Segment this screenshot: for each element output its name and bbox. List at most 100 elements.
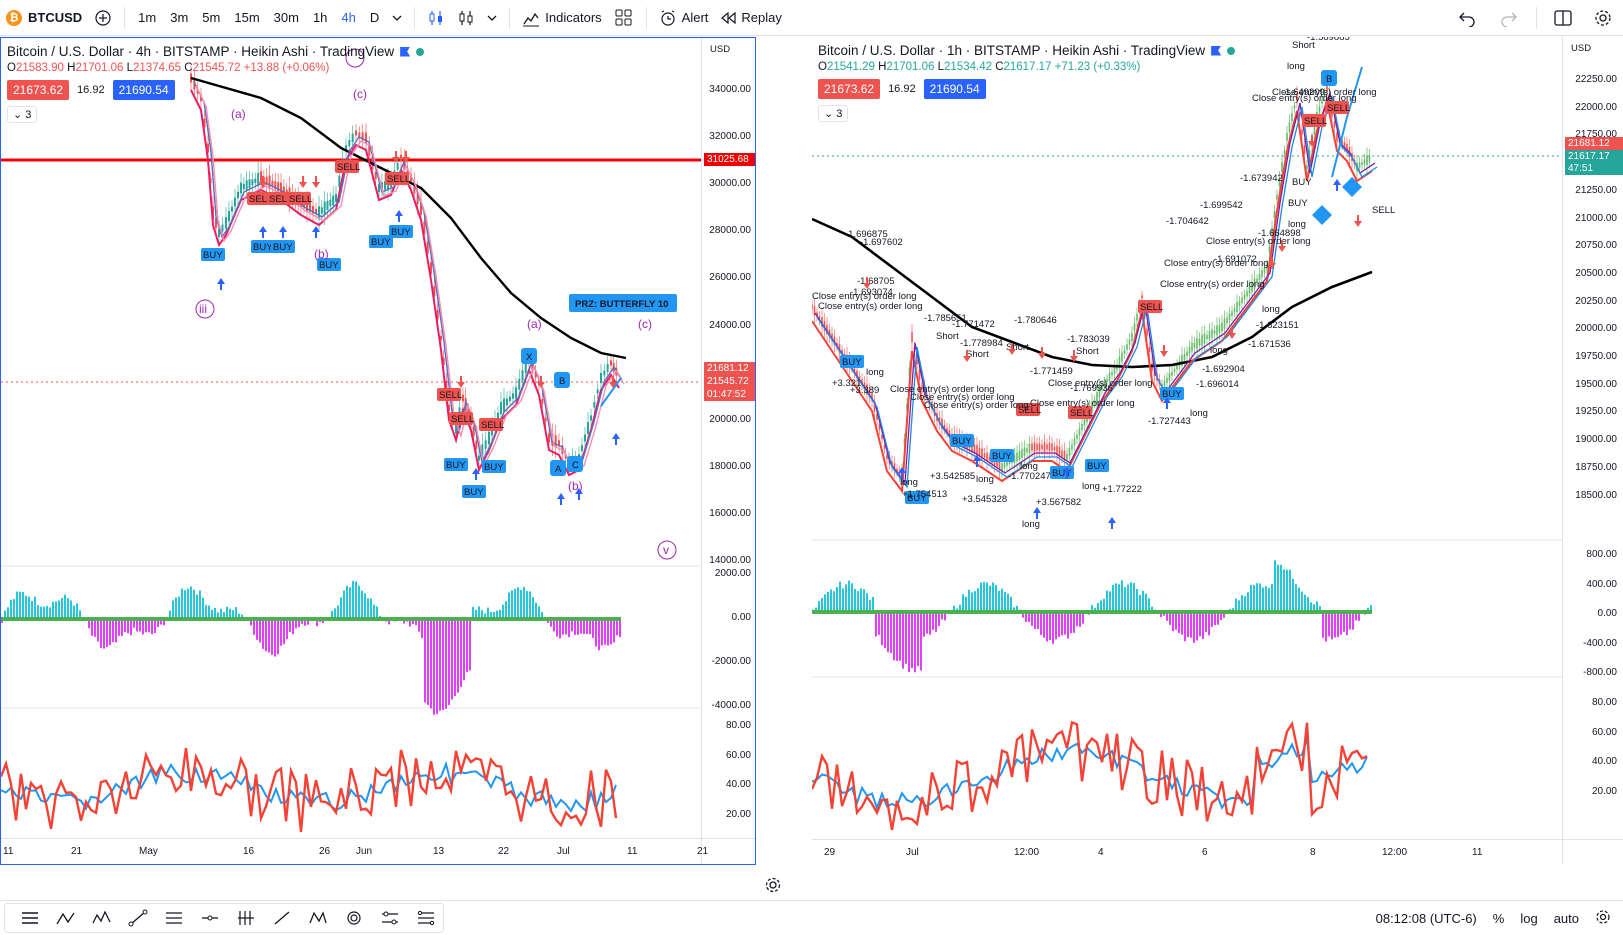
up-arrow-icon (395, 210, 403, 222)
timeframe-1m[interactable]: 1m (138, 10, 157, 25)
oscillator-bar (22, 592, 24, 619)
timeframe-15m[interactable]: 15m (234, 10, 260, 25)
alert-button[interactable]: Alert (653, 0, 715, 36)
log-toggle[interactable]: log (1520, 910, 1538, 926)
timeframe-3m[interactable]: 3m (170, 10, 189, 25)
buy-signal (271, 240, 295, 253)
price-axis-label: 19500.00 (1575, 378, 1617, 390)
price-axis-1h[interactable]: USD 22250.0022000.0021750.0021500.002125… (1562, 37, 1623, 865)
flag-icon[interactable] (400, 46, 411, 57)
buy-button[interactable]: 21690.54 (923, 79, 986, 99)
candle-body (1293, 105, 1296, 109)
settings-button[interactable] (1583, 0, 1623, 36)
chart-pane-1h[interactable]: BUY BUY BUY BUY BUY BUY BUY SELL SELL SELL SELL SEL… (812, 37, 1623, 865)
trade-annotation: -1.671536 (1248, 339, 1291, 350)
tool-abc-pattern[interactable] (49, 905, 83, 931)
price-axis-label: 400.00 (1586, 578, 1617, 590)
oscillator-bar (1160, 612, 1162, 617)
candle-body (348, 139, 351, 147)
redo-button[interactable] (1488, 0, 1530, 36)
tool-menu-button[interactable] (13, 905, 47, 931)
currency-label[interactable]: USD (1571, 43, 1592, 54)
flag-icon[interactable] (1211, 45, 1222, 56)
compare-symbol-button[interactable] (88, 0, 118, 36)
bar-style-alt-button[interactable] (451, 0, 481, 36)
auto-toggle[interactable]: auto (1553, 910, 1579, 926)
timeframe-5m[interactable]: 5m (202, 10, 221, 25)
templates-button[interactable] (608, 0, 640, 36)
price-axis-label: 60.00 (1591, 726, 1617, 738)
tool-fib-channel[interactable] (157, 905, 191, 931)
bar-style-dropdown[interactable] (481, 0, 503, 36)
undo-button[interactable] (1446, 0, 1488, 36)
tool-projection[interactable] (373, 905, 407, 931)
clock-timezone[interactable]: 08:12:08 (UTC-6) (1375, 910, 1477, 926)
buy-button[interactable]: 21690.54 (112, 80, 175, 100)
oscillator-bar (1016, 605, 1018, 612)
hline-price-tag: 31025.68 (704, 153, 755, 166)
candle-body (1121, 352, 1123, 362)
timeframe-30m[interactable]: 30m (273, 10, 299, 25)
sell-signal (1016, 403, 1040, 416)
oscillator-bar (1319, 606, 1321, 612)
oscillator-bar (358, 585, 360, 619)
indicators-button[interactable]: Indicators (516, 0, 607, 36)
signal-label: SELL (1018, 405, 1041, 416)
replay-button[interactable]: Replay (714, 0, 787, 36)
oscillator-bar (1025, 612, 1027, 622)
price-axis-label: 26000.00 (709, 272, 751, 284)
oscillator-bar (103, 619, 105, 649)
percent-toggle[interactable]: % (1492, 910, 1505, 926)
tool-channel[interactable] (409, 905, 443, 931)
bar-style-button[interactable] (421, 0, 451, 36)
time-axis-4h[interactable]: 11 21 May 16 26 Jun 13 22 Jul 11 21 (1, 838, 755, 864)
candle-body (1031, 443, 1033, 451)
tool-line[interactable] (265, 905, 299, 931)
indicators-collapse-button[interactable]: ⌄ 3 (7, 106, 38, 123)
chart-title-row: Bitcoin / U.S. Dollar · 1h · BITSTAMP · … (818, 43, 1236, 58)
candle-body (265, 176, 268, 186)
tool-pattern[interactable] (301, 905, 335, 931)
price-axis-label: 40.00 (725, 779, 751, 790)
chart-settings-button[interactable] (764, 876, 782, 899)
tool-cycles[interactable] (337, 905, 371, 931)
oscillator-bar (91, 619, 93, 636)
oscillator-bar (490, 611, 492, 619)
oscillator-bar (1208, 612, 1210, 636)
oscillator-bar (1070, 612, 1072, 634)
sell-button[interactable]: 21673.62 (818, 79, 881, 99)
oscillator-bar (1202, 612, 1204, 640)
signal-label: BUY (1087, 461, 1107, 472)
layout-button[interactable] (1543, 0, 1583, 36)
oscillator-bar (169, 610, 171, 619)
channel-icon (417, 910, 435, 926)
oscillator-bar (842, 588, 844, 612)
currency-label[interactable]: USD (710, 44, 731, 55)
timeframe-D[interactable]: D (369, 10, 380, 25)
trade-annotation: SELL (1372, 205, 1395, 216)
symbol-selector[interactable]: ₿ BTCUSD (0, 0, 88, 36)
tool-elliott-wave[interactable] (85, 905, 119, 931)
oscillator-bar (520, 590, 522, 619)
price-axis-4h[interactable]: USD 34000.00 32000.00 30000.00 28000.00 2600… (701, 38, 755, 864)
oscillator-bar (142, 619, 144, 635)
timeframe-dropdown[interactable] (386, 0, 408, 36)
tool-trend-angle[interactable] (121, 905, 155, 931)
indicators-collapse-button[interactable]: ⌄ 3 (818, 105, 849, 122)
tool-horizontal-ray[interactable] (193, 905, 227, 931)
oscillator-bar (1049, 612, 1051, 640)
tool-vertical-lines[interactable] (229, 905, 263, 931)
oscillator-bar (7, 607, 9, 619)
oscillator-bar (1142, 590, 1144, 612)
time-axis-1h[interactable]: 29 Jul 12:00 4 6 8 12:00 11 (812, 839, 1623, 865)
oscillator-bar (1337, 612, 1339, 638)
chart-pane-4h[interactable]: BUY BUY BUY BUY BUY BUY BUY BUY BUY SELL SELL SELL S… (0, 37, 756, 865)
sell-button[interactable]: 21673.62 (7, 80, 70, 100)
candle-body (1198, 338, 1201, 346)
axis-settings-button[interactable] (1595, 909, 1611, 928)
timeframe-4h[interactable]: 4h (341, 10, 356, 25)
timeframe-1h[interactable]: 1h (312, 10, 328, 25)
spread-value: 16.92 (77, 84, 105, 96)
